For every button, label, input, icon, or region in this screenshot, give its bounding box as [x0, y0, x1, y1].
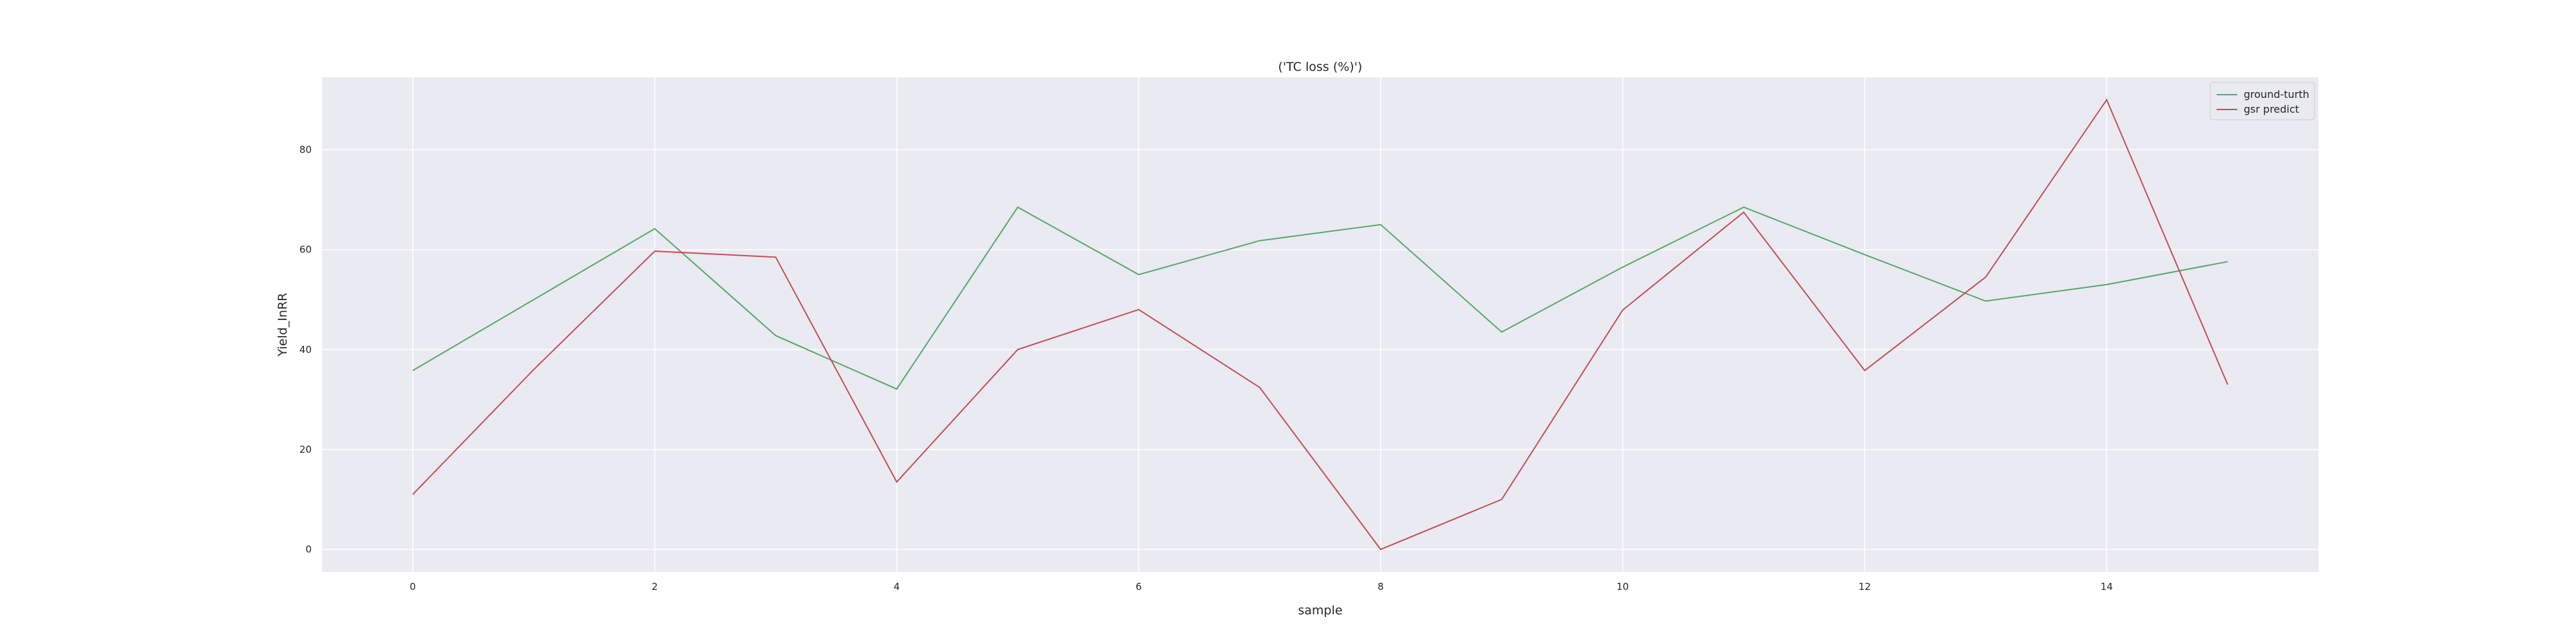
- series-line-1: [412, 206, 2228, 390]
- grid: [322, 77, 2318, 572]
- plot-area: [322, 77, 2318, 572]
- x-tick-label: 12: [1859, 581, 1871, 592]
- chart-title: ('TC loss (%)'): [1278, 60, 1363, 74]
- y-tick-label: 60: [299, 244, 312, 256]
- y-tick-label: 40: [299, 344, 312, 355]
- legend: ground-turth gsr predict: [2210, 82, 2315, 120]
- y-tick-label: 20: [299, 444, 312, 455]
- series-lines: [412, 98, 2229, 551]
- x-tick-label: 10: [1616, 581, 1629, 592]
- x-tick-label: 4: [894, 581, 900, 592]
- y-tick-label: 80: [299, 144, 312, 155]
- x-axis-label: sample: [1298, 603, 1342, 618]
- y-tick-label: 0: [305, 544, 312, 555]
- legend-box: [2210, 82, 2315, 120]
- x-tick-label: 2: [652, 581, 658, 592]
- series-line-2: [412, 98, 2229, 551]
- legend-label: ground-turth: [2244, 88, 2309, 100]
- x-tick-label: 6: [1135, 581, 1142, 592]
- legend-label: gsr predict: [2244, 103, 2299, 115]
- x-axis-ticks: 0 2 4 6 8 10 12 14: [410, 581, 2113, 592]
- x-tick-label: 8: [1378, 581, 1384, 592]
- y-axis-label: Yield_InRR: [276, 293, 290, 357]
- y-axis-ticks: 0 20 40 60 80: [299, 144, 312, 555]
- x-tick-label: 0: [410, 581, 416, 592]
- x-tick-label: 14: [2101, 581, 2113, 592]
